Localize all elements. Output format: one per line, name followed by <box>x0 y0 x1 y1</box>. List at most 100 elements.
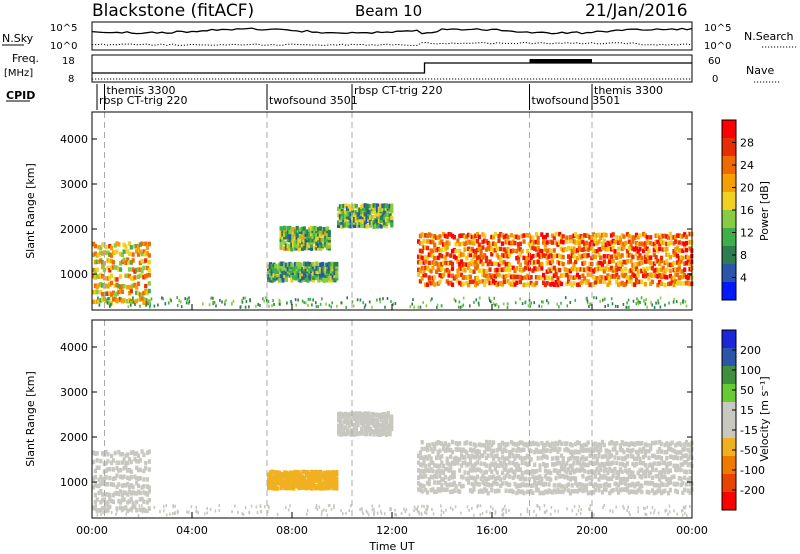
data-cell <box>492 273 496 279</box>
data-cell <box>575 449 580 455</box>
data-cell <box>677 450 681 455</box>
ground-scatter-cell <box>361 507 363 511</box>
data-cell <box>138 249 142 254</box>
data-cell <box>529 489 533 494</box>
data-cell <box>319 269 323 274</box>
ground-scatter-cell <box>543 511 546 514</box>
data-cell <box>674 267 678 272</box>
ground-scatter-cell <box>593 513 595 517</box>
data-cell <box>508 454 512 459</box>
data-cell <box>458 468 462 473</box>
data-cell <box>593 474 597 479</box>
data-cell <box>290 269 294 274</box>
data-cell <box>649 281 653 287</box>
data-cell <box>556 276 560 281</box>
data-cell <box>581 483 585 488</box>
ground-scatter-cell <box>180 305 183 309</box>
data-cell <box>422 457 426 462</box>
data-cell <box>538 474 542 479</box>
data-cell <box>299 472 303 478</box>
data-cell <box>500 450 505 455</box>
data-cell <box>95 465 99 470</box>
data-cell <box>381 420 385 426</box>
data-cell <box>550 456 555 461</box>
data-cell <box>686 255 690 260</box>
data-cell <box>561 273 565 278</box>
data-cell <box>633 282 637 287</box>
data-cell <box>420 455 424 460</box>
data-cell <box>317 232 321 237</box>
data-cell <box>467 246 471 252</box>
data-cell <box>325 240 330 245</box>
data-cell <box>95 253 99 258</box>
data-cell <box>481 480 485 485</box>
data-cell <box>102 505 106 511</box>
data-cell <box>493 467 497 472</box>
data-cell <box>445 482 449 488</box>
ground-scatter-cell <box>445 508 447 512</box>
data-cell <box>611 268 615 273</box>
data-cell <box>536 245 540 251</box>
data-cell <box>540 449 544 454</box>
data-cell <box>609 254 614 259</box>
data-cell <box>595 460 599 466</box>
ground-scatter-cell <box>224 302 226 306</box>
data-cell <box>293 273 298 278</box>
data-cell <box>500 267 505 273</box>
data-cell <box>477 242 481 247</box>
data-cell <box>358 217 362 223</box>
data-cell <box>452 480 456 486</box>
data-cell <box>638 261 642 266</box>
data-cell <box>513 282 517 287</box>
data-cell <box>101 477 105 482</box>
data-cell <box>593 254 597 260</box>
data-cell <box>383 215 387 220</box>
data-cell <box>424 446 428 451</box>
data-cell <box>681 241 685 246</box>
data-cell <box>495 272 499 278</box>
data-cell <box>99 258 103 263</box>
velocity-time-gridlines <box>104 320 593 518</box>
data-cell <box>622 245 626 250</box>
data-cell <box>131 505 135 510</box>
data-cell <box>274 263 278 269</box>
data-cell <box>301 483 305 489</box>
ground-scatter-cell <box>259 505 262 508</box>
data-cell <box>565 281 569 287</box>
data-cell <box>434 441 439 446</box>
data-cell <box>663 450 667 455</box>
data-cell <box>284 470 289 476</box>
data-cell <box>677 248 681 253</box>
data-cell <box>340 412 344 417</box>
ground-scatter-cell <box>460 511 462 515</box>
data-cell <box>124 260 128 265</box>
data-cell <box>345 221 350 226</box>
data-cell <box>475 255 480 261</box>
data-cell <box>642 470 646 476</box>
data-cell <box>104 501 108 506</box>
data-cell <box>608 476 612 481</box>
data-cell <box>645 246 649 251</box>
data-cell <box>119 267 123 272</box>
data-cell <box>533 462 537 467</box>
data-cell <box>597 488 601 493</box>
data-cell <box>495 453 499 458</box>
data-cell <box>661 489 665 494</box>
ground-scatter-cell <box>684 300 687 304</box>
data-cell <box>106 265 110 271</box>
data-cell <box>335 484 339 489</box>
ground-scatter-cell <box>312 298 314 302</box>
data-cell <box>659 470 664 475</box>
data-cell <box>288 475 292 480</box>
data-cell <box>647 470 651 476</box>
data-cell <box>617 275 621 280</box>
data-cell <box>570 253 574 258</box>
data-cell <box>540 476 544 482</box>
ground-scatter-cell <box>519 297 521 301</box>
data-cell <box>595 241 599 246</box>
data-cell <box>504 262 508 267</box>
ground-scatter-cell <box>676 512 679 516</box>
data-cell <box>342 412 346 417</box>
data-cell <box>365 420 369 425</box>
